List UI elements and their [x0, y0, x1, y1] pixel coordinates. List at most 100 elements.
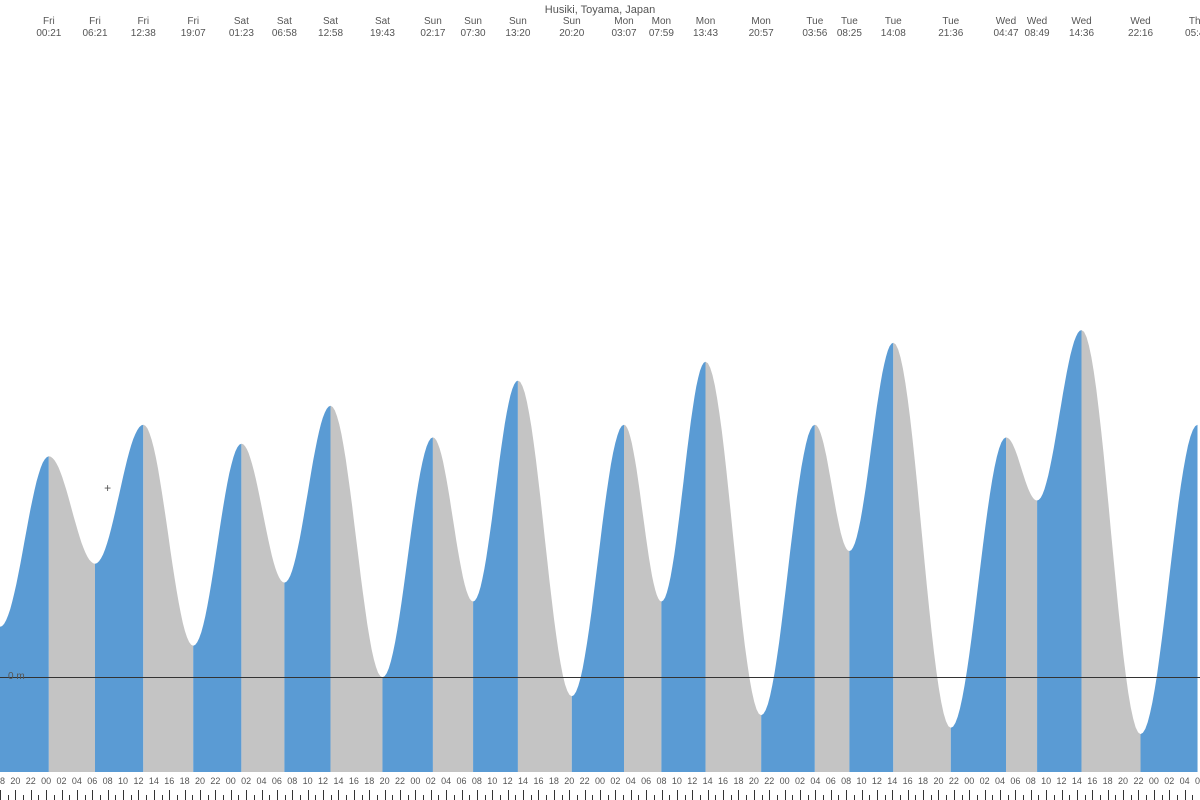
- hour-label: 18: [0, 776, 5, 786]
- hour-label: 20: [749, 776, 759, 786]
- bottom-axis-labels: 1820220002040608101214161820220002040608…: [0, 772, 1200, 786]
- hour-tick: [385, 790, 386, 800]
- hour-label: 18: [549, 776, 559, 786]
- hour-tick: [946, 795, 947, 800]
- hour-tick: [1177, 795, 1178, 800]
- hour-tick: [546, 795, 547, 800]
- hour-label: 08: [472, 776, 482, 786]
- tide-falling-segment: [518, 381, 572, 772]
- hour-tick: [1185, 790, 1186, 800]
- tide-rising-segment: [473, 381, 518, 772]
- hour-label: 10: [303, 776, 313, 786]
- hour-label: 08: [287, 776, 297, 786]
- hour-label: 02: [795, 776, 805, 786]
- hour-tick: [692, 790, 693, 800]
- tide-rising-segment: [193, 444, 241, 772]
- hour-tick: [146, 795, 147, 800]
- hour-tick: [415, 790, 416, 800]
- hour-tick: [338, 790, 339, 800]
- hour-tick: [600, 790, 601, 800]
- hour-label: 06: [1010, 776, 1020, 786]
- hour-tick: [1046, 790, 1047, 800]
- hour-tick: [731, 795, 732, 800]
- tide-rising-segment: [951, 437, 1006, 772]
- hour-label: 22: [210, 776, 220, 786]
- hour-tick: [15, 790, 16, 800]
- hour-tick: [746, 795, 747, 800]
- hour-tick: [185, 790, 186, 800]
- hour-label: 18: [180, 776, 190, 786]
- hour-label: 12: [318, 776, 328, 786]
- tide-falling-segment: [706, 362, 762, 772]
- hour-tick: [631, 790, 632, 800]
- hour-tick: [392, 795, 393, 800]
- hour-label: 20: [380, 776, 390, 786]
- hour-tick: [1085, 795, 1086, 800]
- tide-falling-segment: [241, 444, 284, 772]
- hour-label: 02: [980, 776, 990, 786]
- hour-label: 20: [564, 776, 574, 786]
- hour-tick: [1123, 790, 1124, 800]
- hour-tick: [438, 795, 439, 800]
- hour-tick: [915, 795, 916, 800]
- tide-rising-segment: [0, 456, 49, 772]
- tide-rising-segment: [661, 362, 705, 772]
- hour-label: 20: [195, 776, 205, 786]
- hour-label: 10: [1041, 776, 1051, 786]
- hour-label: 20: [933, 776, 943, 786]
- hour-tick: [831, 790, 832, 800]
- hour-label: 06: [641, 776, 651, 786]
- hour-tick: [877, 790, 878, 800]
- hour-tick: [715, 795, 716, 800]
- tide-rising-segment: [382, 437, 432, 772]
- hour-tick: [762, 795, 763, 800]
- hour-tick: [592, 795, 593, 800]
- hour-tick: [1100, 795, 1101, 800]
- hour-tick: [800, 790, 801, 800]
- hour-tick: [554, 790, 555, 800]
- hour-label: 02: [1164, 776, 1174, 786]
- hour-tick: [1162, 795, 1163, 800]
- hour-label: 18: [364, 776, 374, 786]
- plus-marker: +: [104, 481, 111, 495]
- hour-tick: [638, 795, 639, 800]
- hour-tick: [331, 795, 332, 800]
- hour-tick: [277, 790, 278, 800]
- hour-tick: [500, 795, 501, 800]
- hour-tick: [900, 795, 901, 800]
- hour-tick: [1062, 790, 1063, 800]
- hour-tick: [38, 795, 39, 800]
- hour-label: 04: [810, 776, 820, 786]
- hour-tick: [23, 795, 24, 800]
- hour-label: 20: [10, 776, 20, 786]
- hour-tick: [54, 795, 55, 800]
- hour-label: 18: [733, 776, 743, 786]
- hour-tick: [31, 790, 32, 800]
- tide-rising-segment: [849, 343, 893, 772]
- zero-label: 0 m: [8, 671, 25, 682]
- zero-line: [0, 677, 1200, 678]
- hour-tick: [885, 795, 886, 800]
- hour-tick: [1146, 795, 1147, 800]
- hour-tick: [1169, 790, 1170, 800]
- hour-label: 10: [672, 776, 682, 786]
- hour-label: 14: [518, 776, 528, 786]
- hour-label: 16: [349, 776, 359, 786]
- hour-label: 22: [764, 776, 774, 786]
- hour-tick: [577, 795, 578, 800]
- hour-tick: [177, 795, 178, 800]
- hour-label: 14: [1072, 776, 1082, 786]
- hour-label: 18: [918, 776, 928, 786]
- hour-tick: [1154, 790, 1155, 800]
- hour-label: 22: [395, 776, 405, 786]
- hour-tick: [1077, 790, 1078, 800]
- hour-tick: [938, 790, 939, 800]
- hour-tick: [615, 790, 616, 800]
- tide-falling-segment: [624, 425, 661, 772]
- hour-tick: [223, 795, 224, 800]
- hour-tick: [869, 795, 870, 800]
- hour-tick: [931, 795, 932, 800]
- tide-falling-segment: [331, 406, 383, 772]
- hour-tick: [508, 790, 509, 800]
- hour-tick: [423, 795, 424, 800]
